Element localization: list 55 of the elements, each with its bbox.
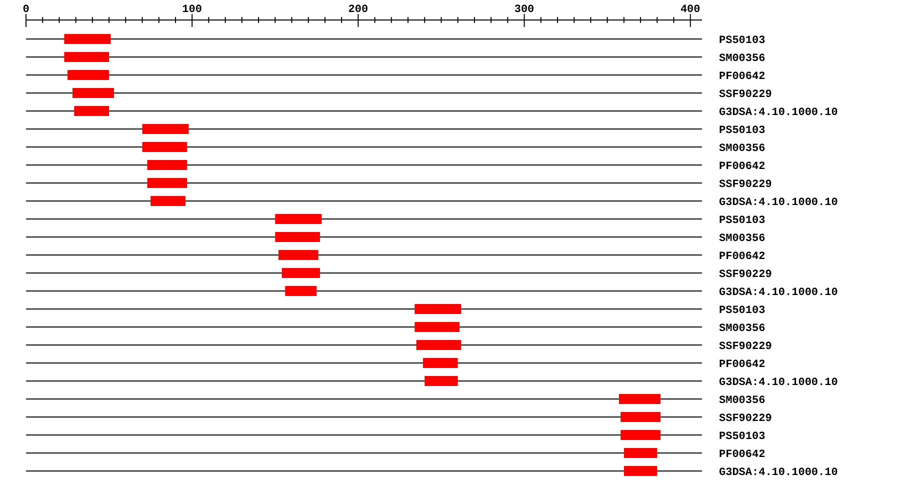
bar [424, 376, 458, 386]
bar [285, 286, 317, 296]
y-tick-label: G3DSA:4.10.1000.10 [719, 107, 838, 119]
y-tick-label: SSF90229 [719, 341, 772, 353]
y-tick-label: G3DSA:4.10.1000.10 [719, 377, 838, 389]
y-tick-label: PS50103 [719, 305, 766, 317]
bar [64, 52, 110, 62]
y-tick-label: PF00642 [719, 449, 766, 461]
bar [68, 70, 110, 80]
y-tick-label: SSF90229 [719, 179, 772, 191]
y-tick-label: SSF90229 [719, 89, 772, 101]
bar [74, 106, 110, 116]
y-tick-label: PS50103 [719, 431, 766, 443]
bar [282, 268, 320, 278]
y-tick-label: G3DSA:4.10.1000.10 [719, 287, 838, 299]
bar [278, 250, 318, 260]
y-tick-label: PF00642 [719, 161, 766, 173]
bar [142, 142, 188, 152]
y-tick-label: PS50103 [719, 215, 766, 227]
bar [624, 466, 658, 476]
y-tick-label: SM00356 [719, 53, 766, 65]
bar [620, 430, 660, 440]
bar [275, 214, 322, 224]
y-tick-label: SM00356 [719, 233, 766, 245]
y-tick-label: PF00642 [719, 251, 766, 263]
y-tick-label: SM00356 [719, 143, 766, 155]
bar [620, 412, 660, 422]
y-tick-label: PF00642 [719, 359, 766, 371]
x-tick-label: 200 [348, 4, 368, 16]
y-tick-label: PS50103 [719, 125, 766, 137]
x-tick-label: 400 [680, 4, 700, 16]
bar [624, 448, 658, 458]
y-tick-label: SSF90229 [719, 269, 772, 281]
y-tick-label: G3DSA:4.10.1000.10 [719, 197, 838, 209]
bar [147, 178, 188, 188]
x-tick-label: 300 [514, 4, 534, 16]
y-tick-label: G3DSA:4.10.1000.10 [719, 467, 838, 479]
bar [72, 88, 114, 98]
bar [422, 358, 458, 368]
y-tick-label: SM00356 [719, 323, 766, 335]
y-tick-label: PF00642 [719, 71, 766, 83]
bar [414, 304, 462, 314]
y-tick-label: SSF90229 [719, 413, 772, 425]
bar [142, 124, 189, 134]
bar [64, 34, 111, 44]
y-tick-label: PS50103 [719, 35, 766, 47]
bar [414, 322, 460, 332]
x-tick-label: 100 [182, 4, 202, 16]
bar [275, 232, 320, 242]
bar [147, 160, 188, 170]
x-tick-label: 0 [22, 4, 30, 16]
bar [416, 340, 462, 350]
y-tick-label: SM00356 [719, 395, 766, 407]
bar [150, 196, 186, 206]
bar [618, 394, 660, 404]
